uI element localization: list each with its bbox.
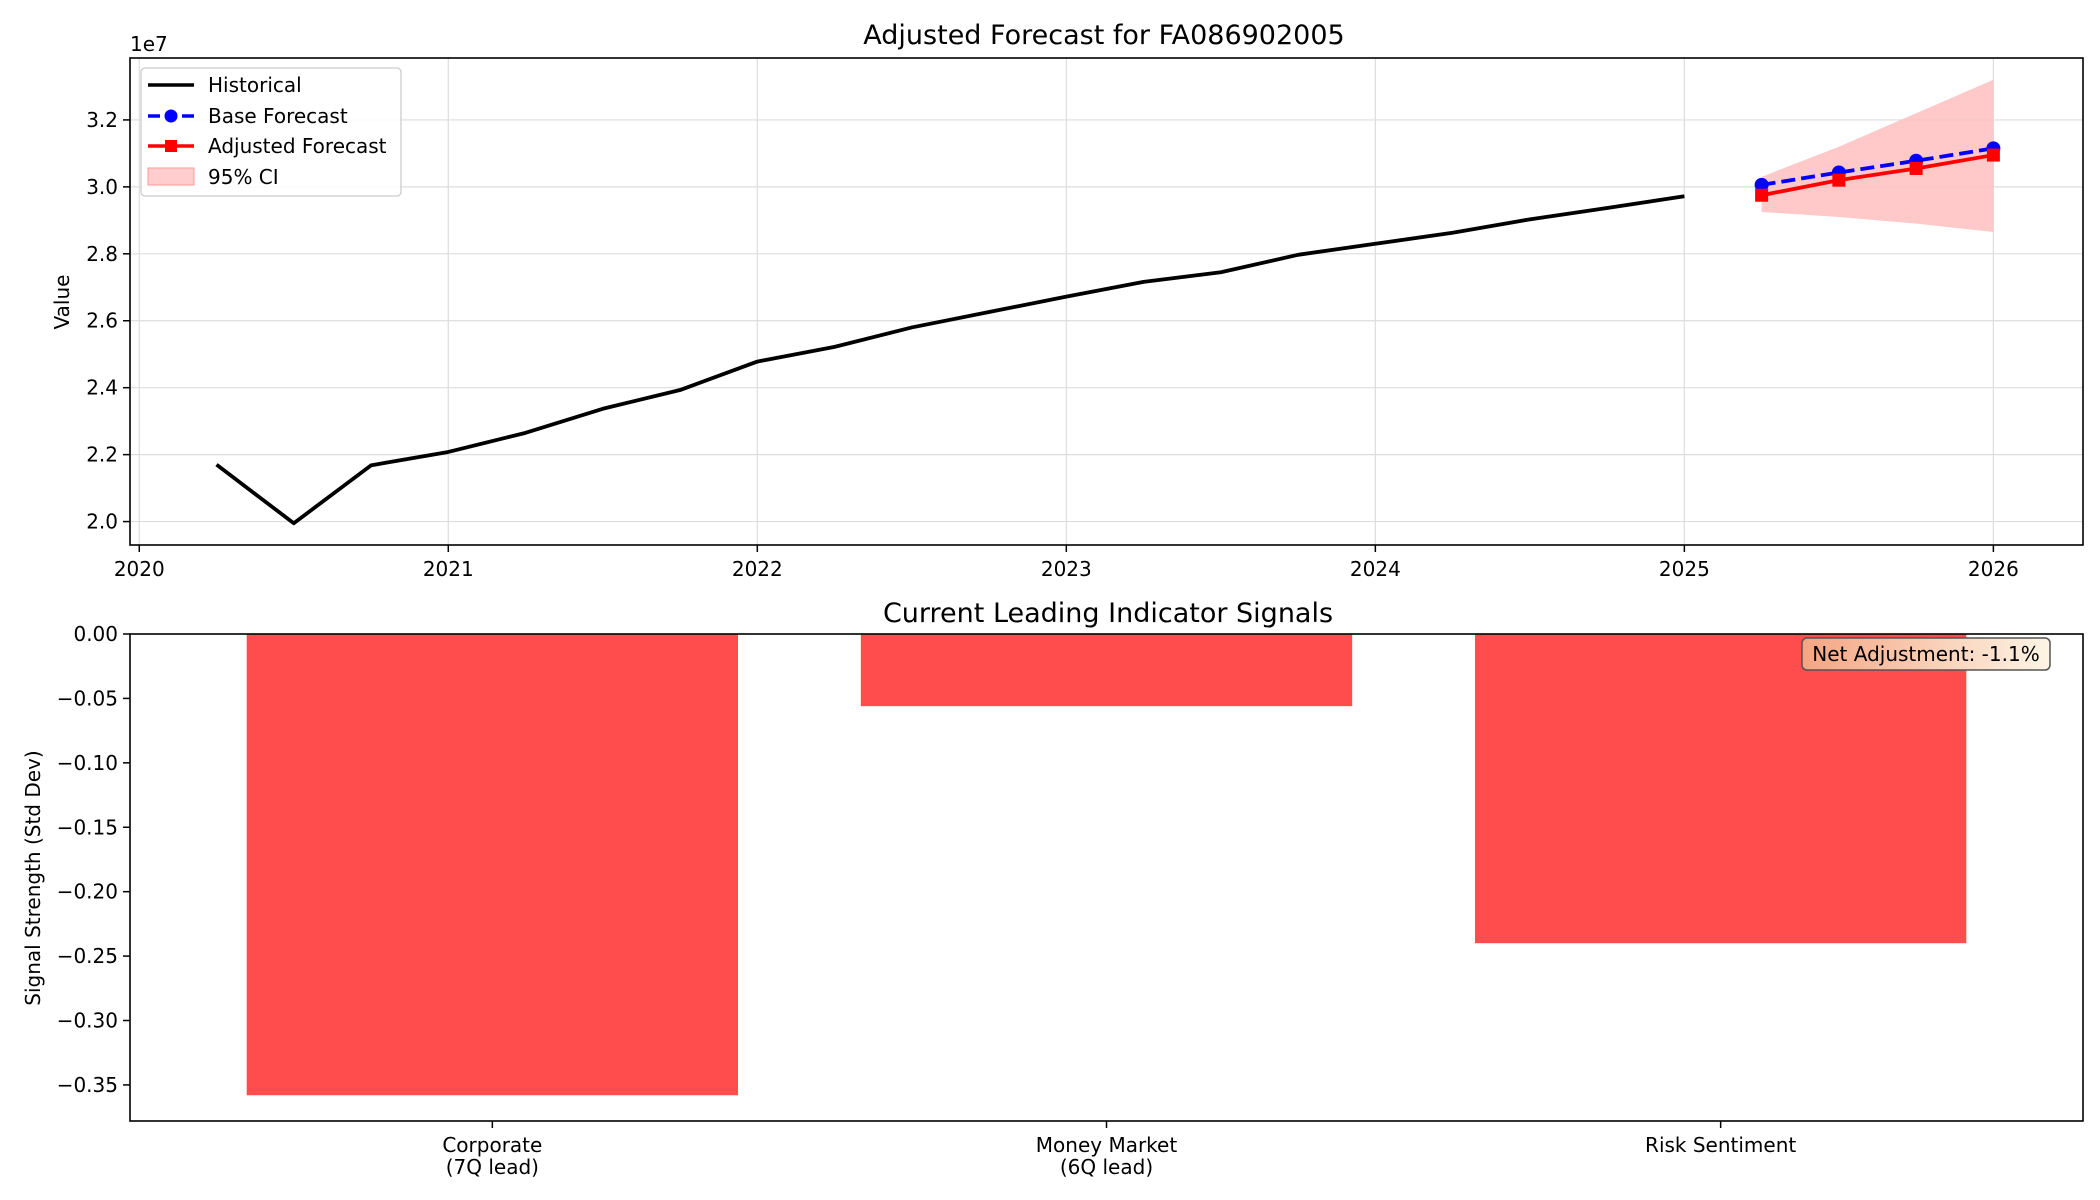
y-tick-label: 2.4 (86, 376, 118, 400)
signals-chart-title: Current Leading Indicator Signals (883, 598, 1333, 629)
y-tick-label: 3.2 (86, 108, 118, 132)
legend-box (140, 67, 402, 197)
signals-x-ticks: Corporate(7Q lead) Money Market(6Q lead) R… (442, 1121, 1796, 1179)
forecast-plot-frame (129, 57, 2084, 546)
adjusted-forecast-point (1909, 161, 1923, 175)
category-label: Risk Sentiment (1645, 1133, 1796, 1157)
legend-label-ci: 95% CI (208, 165, 279, 189)
legend-label-historical: Historical (208, 73, 302, 97)
forecast-chart: Adjusted Forecast for FA086902005 2020 20… (50, 20, 2084, 581)
signals-y-label: Signal Strength (Std Dev) (21, 750, 45, 1005)
x-tick-label: 2024 (1350, 557, 1401, 581)
signal-bar (860, 634, 1353, 707)
signals-chart: Current Leading Indicator Signals 0.00 −0… (21, 598, 2084, 1179)
x-tick-label: 2020 (114, 557, 165, 581)
signals-y-ticks: 0.00 −0.05 −0.10 −0.15 −0.20 −0.25 −0.30 −0.35 (57, 622, 130, 1097)
ci-band (1761, 79, 1994, 233)
category-label: Corporate (442, 1133, 542, 1157)
y-tick-label: −0.15 (57, 815, 118, 839)
forecast-y-label: Value (50, 275, 74, 330)
x-tick-label: 2025 (1659, 557, 1710, 581)
y-tick-label: 2.8 (86, 242, 118, 266)
adjusted-forecast-point (1986, 148, 2000, 162)
legend-label-base: Base Forecast (208, 104, 348, 128)
base-forecast-point (1754, 177, 1769, 192)
series-line-adjusted-forecast (1761, 153, 1994, 198)
ci-band-area (1761, 79, 1994, 233)
net-adjustment-text: Net Adjustment: -1.1% (1812, 642, 2039, 666)
x-tick-label: 2023 (1041, 557, 1092, 581)
series-line-historical (215, 194, 1685, 526)
forecast-grid (130, 58, 2083, 545)
forecast-series (215, 141, 2001, 526)
y-tick-label: 2.0 (86, 510, 118, 534)
y-tick-label: 0.00 (73, 622, 118, 646)
signal-bar (1474, 634, 1967, 944)
category-label: Money Market (1036, 1133, 1178, 1157)
forecast-y-ticks: 2.0 2.2 2.4 2.6 2.8 3.0 3.2 (86, 108, 130, 534)
y-tick-label: 2.6 (86, 309, 118, 333)
signal-bar (246, 634, 739, 1096)
y-tick-label: −0.10 (57, 751, 118, 775)
x-tick-label: 2022 (732, 557, 783, 581)
x-tick-label: 2021 (423, 557, 474, 581)
signal-bars (246, 634, 1967, 1096)
x-tick-label: 2026 (1968, 557, 2019, 581)
y-tick-label: 3.0 (86, 175, 118, 199)
y-tick-label: −0.20 (57, 880, 118, 904)
forecast-x-ticks: 2020 2021 2022 2023 2024 2025 2026 (114, 545, 2019, 581)
net-adjustment-annotation: Net Adjustment: -1.1% (1801, 637, 2051, 671)
y-tick-label: 2.2 (86, 443, 118, 467)
y-tick-label: −0.05 (57, 686, 118, 710)
y-scale-label: 1e7 (130, 32, 168, 56)
net-adjustment-box (1801, 637, 2051, 671)
y-tick-label: −0.35 (57, 1073, 118, 1097)
adjusted-forecast-point (1832, 173, 1846, 187)
forecast-chart-title: Adjusted Forecast for FA086902005 (863, 20, 1344, 51)
category-label: (7Q lead) (446, 1155, 539, 1179)
category-label: (6Q lead) (1060, 1155, 1153, 1179)
y-tick-label: −0.25 (57, 944, 118, 968)
y-tick-label: −0.30 (57, 1009, 118, 1033)
forecast-legend: Historical Base Forecast Adjusted Foreca… (140, 67, 402, 197)
legend-marker-adjusted (165, 140, 177, 152)
legend-swatch-ci (147, 167, 195, 186)
legend-marker-base (164, 109, 178, 123)
legend-label-adjusted: Adjusted Forecast (208, 134, 387, 158)
adjusted-forecast-point (1755, 188, 1769, 202)
